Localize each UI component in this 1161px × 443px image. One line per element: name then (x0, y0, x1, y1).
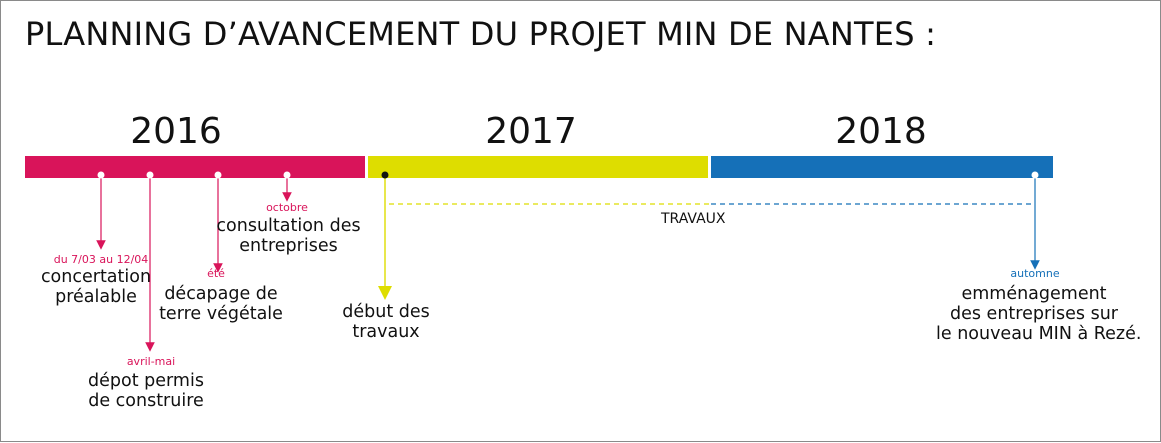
marker-decapage (214, 171, 222, 179)
marker-permis (146, 171, 154, 179)
timeline-bar-2017 (368, 156, 708, 178)
event-date-consultation: octobre (266, 201, 308, 214)
page-title: PLANNING D’AVANCEMENT DU PROJET MIN DE N… (25, 15, 937, 53)
timeline-bar-2018 (711, 156, 1053, 178)
event-label-concertation: concertation préalable (40, 267, 152, 307)
marker-consultation (283, 171, 291, 179)
marker-debut-travaux (381, 171, 389, 179)
year-label-2018: 2018 (835, 111, 927, 152)
year-label-2016: 2016 (130, 111, 222, 152)
event-date-emmenagement: automne (1010, 267, 1060, 280)
event-label-debut-travaux: début des travaux (342, 302, 430, 342)
work-label: TRAVAUX (661, 211, 726, 227)
marker-emmenagement (1031, 171, 1039, 179)
marker-concertation (97, 171, 105, 179)
event-label-decapage: décapage de terre végétale (159, 284, 283, 324)
event-label-permis: dépot permis de construire (88, 371, 204, 411)
timeline-bar-2016 (25, 156, 365, 178)
event-date-concertation: du 7/03 au 12/04 (53, 253, 149, 266)
event-date-decapage: été (207, 267, 225, 280)
event-label-consultation: consultation des entreprises (216, 216, 361, 256)
year-label-2017: 2017 (485, 111, 577, 152)
event-date-permis: avril-mai (126, 355, 176, 368)
event-label-emmenagement: emménagement des entreprises sur le nouv… (936, 284, 1142, 344)
